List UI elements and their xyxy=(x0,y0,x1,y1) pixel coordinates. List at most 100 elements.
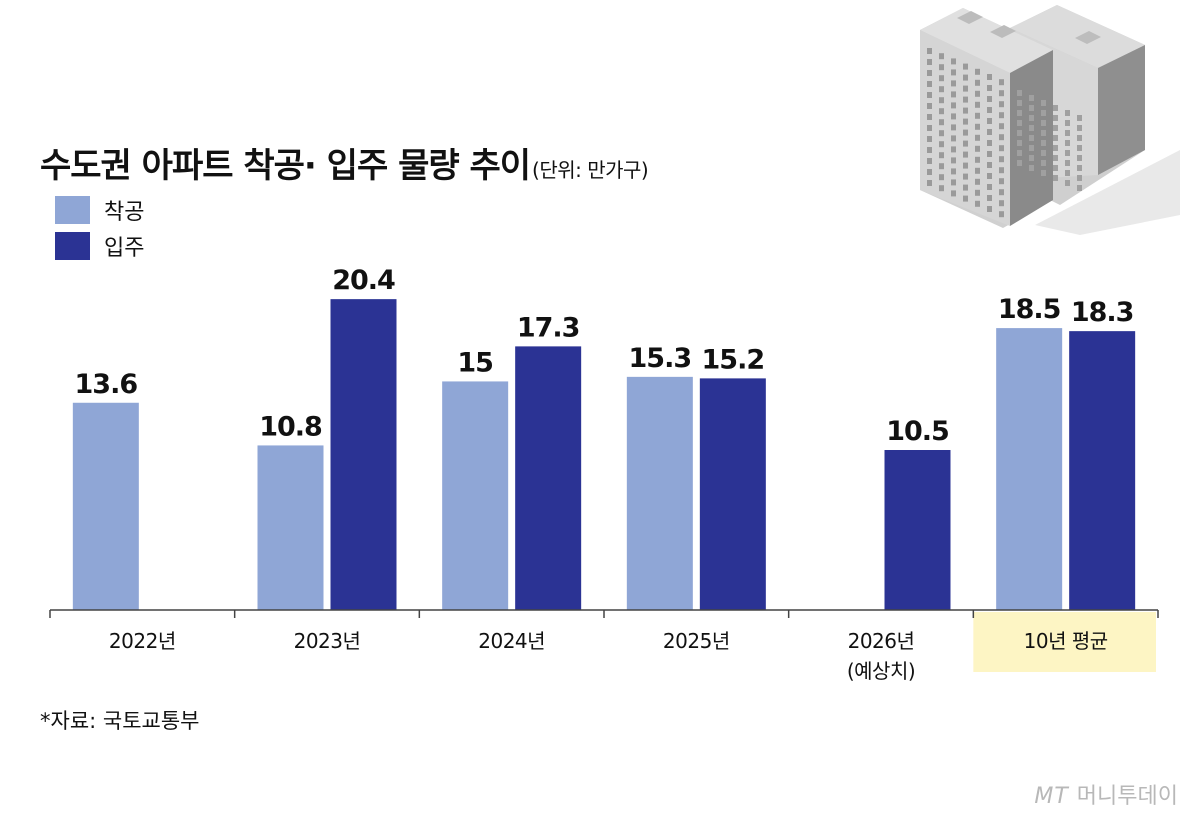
window-shape xyxy=(987,173,992,179)
window-shape xyxy=(963,195,968,202)
bar-chart: 13.6 2022년 10.8 20.4 2023년 15 17.3 2024년 15.3 15.… xyxy=(49,265,1159,683)
window-shape xyxy=(1017,160,1022,166)
window-shape xyxy=(1029,105,1034,111)
tick-label: 2026년 xyxy=(848,629,915,653)
window-shape xyxy=(975,79,980,86)
window-shape xyxy=(987,206,992,212)
legend-swatch-move-in xyxy=(55,232,90,260)
window-shape xyxy=(939,64,944,71)
window-shape xyxy=(999,156,1004,163)
window-shape xyxy=(975,123,980,130)
window-shape xyxy=(939,174,944,181)
tick-label: (예상치) xyxy=(847,659,915,683)
data-label: 10.5 xyxy=(886,416,949,447)
window-shape xyxy=(963,162,968,169)
brand-name: 머니투데이 xyxy=(1076,784,1178,809)
window-shape xyxy=(963,96,968,103)
window-shape xyxy=(999,123,1004,130)
window-shape xyxy=(1017,90,1022,96)
data-label: 15.3 xyxy=(629,343,692,374)
window-shape xyxy=(963,63,968,70)
window-shape xyxy=(975,156,980,163)
data-label: 13.6 xyxy=(75,369,138,400)
window-shape xyxy=(1041,130,1046,136)
window-shape xyxy=(927,158,932,164)
window-shape xyxy=(975,200,980,207)
window-shape xyxy=(1029,135,1034,141)
legend-label-start: 착공 xyxy=(104,200,145,225)
window-shape xyxy=(927,147,932,153)
data-label: 10.8 xyxy=(259,411,322,442)
window-shape xyxy=(1029,155,1034,161)
window-shape xyxy=(1077,175,1082,181)
legend-item-move-in: 입주 xyxy=(55,230,144,262)
window-shape xyxy=(975,68,980,75)
legend-item-start: 착공 xyxy=(55,194,144,226)
window-shape xyxy=(927,70,932,76)
apartment-building-icon xyxy=(920,5,1180,235)
window-shape xyxy=(999,90,1004,97)
window-shape xyxy=(1065,170,1070,176)
window-shape xyxy=(1065,180,1070,186)
window-shape xyxy=(939,75,944,82)
bar xyxy=(1069,331,1136,610)
window-shape xyxy=(1053,145,1058,151)
window-shape xyxy=(963,107,968,114)
window-shape xyxy=(999,189,1004,196)
window-shape xyxy=(939,108,944,115)
data-label: 15 xyxy=(457,347,493,378)
legend-swatch-start xyxy=(55,196,90,224)
window-shape xyxy=(1065,140,1070,146)
window-shape xyxy=(963,85,968,92)
window-shape xyxy=(951,135,956,142)
bar xyxy=(996,328,1063,610)
window-shape xyxy=(1077,165,1082,171)
window-shape xyxy=(999,211,1004,218)
window-shape xyxy=(927,114,932,120)
window-shape xyxy=(1029,125,1034,131)
window-shape xyxy=(1065,160,1070,166)
window-shape xyxy=(1041,110,1046,116)
brand-mark: MT xyxy=(1034,784,1069,809)
tick-label: 2023년 xyxy=(294,629,361,653)
window-shape xyxy=(975,167,980,174)
window-shape xyxy=(987,96,992,102)
title-block: 수도권 아파트 착공· 입주 물량 추이 (단위: 만가구) xyxy=(40,138,649,187)
window-shape xyxy=(1053,115,1058,121)
bar xyxy=(626,376,693,610)
window-shape xyxy=(1041,100,1046,106)
bar xyxy=(442,381,509,610)
window-shape xyxy=(1029,95,1034,101)
window-shape xyxy=(927,59,932,65)
window-shape xyxy=(963,151,968,158)
window-shape xyxy=(1053,135,1058,141)
window-shape xyxy=(1017,100,1022,106)
window-shape xyxy=(999,134,1004,141)
window-shape xyxy=(1077,155,1082,161)
tick-label: 10년 평균 xyxy=(1024,629,1108,653)
window-shape xyxy=(1077,185,1082,191)
window-shape xyxy=(963,118,968,125)
window-shape xyxy=(1053,105,1058,111)
window-shape xyxy=(999,200,1004,207)
window-shape xyxy=(1065,110,1070,116)
window-shape xyxy=(1017,120,1022,126)
window-shape xyxy=(951,146,956,153)
window-shape xyxy=(1077,125,1082,131)
window-shape xyxy=(951,91,956,98)
window-shape xyxy=(975,189,980,196)
window-shape xyxy=(939,163,944,170)
window-shape xyxy=(951,124,956,131)
window-shape xyxy=(939,119,944,126)
window-shape xyxy=(951,113,956,120)
window-shape xyxy=(1029,145,1034,151)
window-shape xyxy=(927,48,932,54)
window-shape xyxy=(1017,130,1022,136)
window-shape xyxy=(963,140,968,147)
window-shape xyxy=(1017,150,1022,156)
window-shape xyxy=(1029,165,1034,171)
window-shape xyxy=(951,179,956,186)
window-shape xyxy=(963,74,968,81)
window-shape xyxy=(951,69,956,76)
bar xyxy=(699,378,766,610)
